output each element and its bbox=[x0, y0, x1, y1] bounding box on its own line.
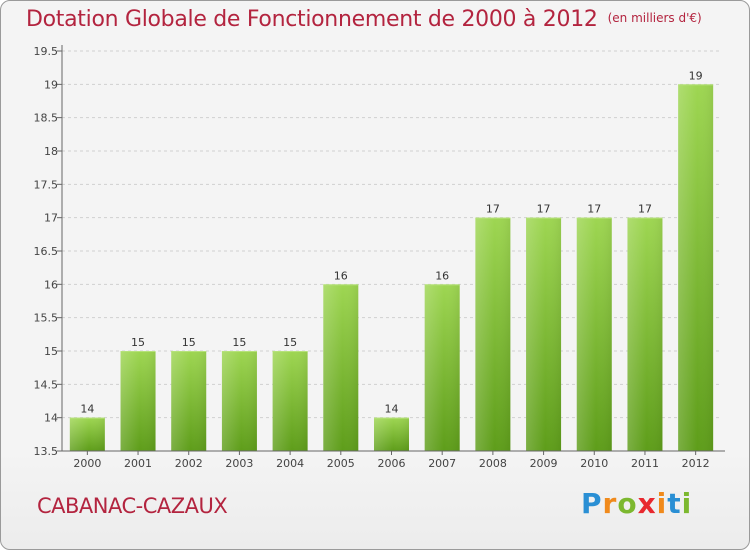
data-label: 15 bbox=[232, 336, 246, 349]
y-tick-label: 14.5 bbox=[34, 378, 59, 391]
bar-shine bbox=[221, 351, 257, 451]
y-tick-label: 18 bbox=[44, 145, 58, 158]
data-label: 17 bbox=[486, 203, 500, 216]
data-label: 16 bbox=[334, 269, 348, 282]
bar-shine bbox=[475, 217, 511, 451]
x-tick-label: 2003 bbox=[225, 457, 253, 470]
logo-letter: i bbox=[656, 487, 668, 520]
x-tick-label: 2002 bbox=[175, 457, 203, 470]
title-text: Dotation Globale de Fonctionnement de 20… bbox=[26, 7, 598, 32]
unit-label: (en milliers d'€) bbox=[607, 11, 702, 25]
bar-shine bbox=[424, 284, 460, 451]
x-tick-label: 2011 bbox=[631, 457, 659, 470]
data-label: 16 bbox=[435, 269, 449, 282]
bar-shine bbox=[323, 284, 359, 451]
data-label: 17 bbox=[537, 203, 551, 216]
data-label: 17 bbox=[587, 203, 601, 216]
y-tick-label: 14 bbox=[44, 412, 58, 425]
x-tick-label: 2005 bbox=[327, 457, 355, 470]
y-tick-label: 16 bbox=[44, 278, 58, 291]
y-tick-label: 17 bbox=[44, 212, 58, 225]
data-label: 15 bbox=[131, 336, 145, 349]
y-tick-label: 16.5 bbox=[34, 245, 59, 258]
logo-letter: x bbox=[637, 487, 657, 520]
bar-shine bbox=[374, 417, 409, 451]
x-tick-label: 2000 bbox=[73, 457, 101, 470]
y-tick-label: 13.5 bbox=[34, 445, 59, 458]
y-tick-label: 17.5 bbox=[34, 178, 59, 191]
commune-name: CABANAC-CAZAUX bbox=[37, 494, 228, 518]
data-label: 14 bbox=[385, 403, 399, 416]
data-label: 19 bbox=[689, 69, 703, 82]
labels: 13.5 14 14.5 15 15.5 16 16.5 17 17.5 18 18.5 19 19.5… bbox=[34, 45, 710, 470]
y-tick-label: 15.5 bbox=[34, 312, 59, 325]
chart-title: Dotation Globale de Fonctionnement de 20… bbox=[26, 7, 702, 32]
bar-shine bbox=[526, 217, 562, 451]
bar-shine bbox=[69, 417, 105, 451]
bars bbox=[69, 84, 714, 451]
logo-letter: i bbox=[681, 487, 693, 520]
y-tick-label: 19 bbox=[44, 78, 58, 91]
y-tick-label: 18.5 bbox=[34, 112, 59, 125]
x-tick-label: 2007 bbox=[428, 457, 456, 470]
bar-shine bbox=[576, 217, 612, 451]
data-label: 15 bbox=[283, 336, 297, 349]
x-tick-label: 2004 bbox=[276, 457, 304, 470]
axes bbox=[57, 45, 725, 455]
bar-shine bbox=[272, 351, 308, 451]
x-tick-label: 2009 bbox=[530, 457, 558, 470]
x-tick-label: 2012 bbox=[682, 457, 710, 470]
logo-letter: r bbox=[602, 487, 618, 520]
y-tick-label: 19.5 bbox=[34, 45, 59, 58]
proxiti-logo: Proxiti bbox=[581, 487, 692, 520]
data-label: 15 bbox=[182, 336, 196, 349]
data-label: 17 bbox=[638, 203, 652, 216]
x-tick-label: 2010 bbox=[580, 457, 608, 470]
x-tick-label: 2001 bbox=[124, 457, 152, 470]
grid-lines bbox=[62, 50, 721, 419]
x-tick-label: 2008 bbox=[479, 457, 507, 470]
bar-shine bbox=[678, 84, 714, 451]
data-label: 14 bbox=[80, 403, 94, 416]
bar-shine bbox=[627, 217, 663, 451]
bar-shine bbox=[171, 351, 207, 451]
bar-shine bbox=[120, 351, 156, 451]
logo-letter: t bbox=[667, 487, 682, 520]
x-tick-label: 2006 bbox=[378, 457, 406, 470]
logo-letter: o bbox=[617, 487, 638, 520]
y-tick-label: 15 bbox=[44, 345, 58, 358]
logo-letter: P bbox=[581, 487, 603, 520]
